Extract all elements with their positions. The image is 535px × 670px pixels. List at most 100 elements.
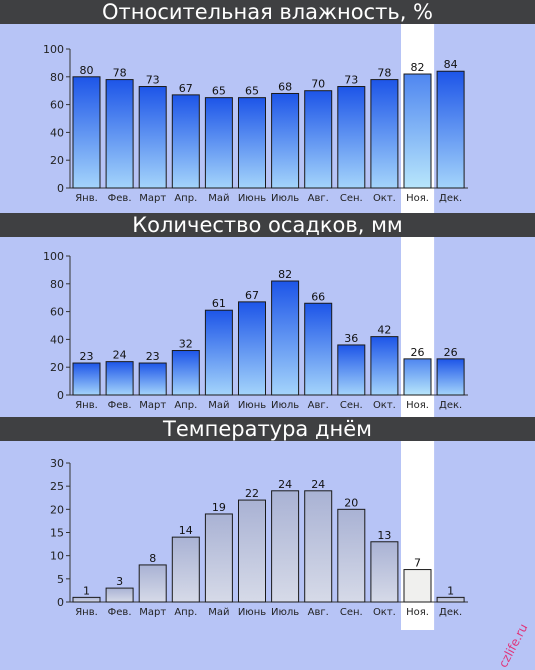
y-tick-label: 60: [50, 306, 64, 319]
x-tick-label: Март: [139, 400, 166, 411]
bar-7: [304, 90, 333, 189]
bar-5: [238, 499, 266, 603]
bar-5: [238, 97, 266, 189]
data-label: 65: [245, 85, 259, 98]
data-label: 14: [179, 524, 193, 537]
bar-6: [271, 280, 300, 396]
data-label: 78: [113, 67, 127, 80]
x-tick-label: Янв.: [75, 607, 98, 618]
data-label: 19: [212, 501, 226, 514]
data-label: 36: [344, 332, 358, 345]
chart-temperature: 0 5 10 15 20 25 30 1 Янв. 3 Фев. 8 Март 14 Апр. 19 Май 22…: [50, 441, 468, 630]
bar-8: [337, 508, 366, 603]
x-tick-label: Фев.: [108, 607, 132, 618]
chart-title-humidity: Относительная влажность, %: [0, 0, 535, 24]
x-tick-label: Апр.: [174, 400, 197, 411]
x-tick-label: Сен.: [340, 193, 363, 204]
data-label: 7: [414, 557, 421, 570]
data-label: 32: [179, 338, 193, 351]
data-label: 13: [377, 529, 391, 542]
bar-1: [105, 587, 134, 603]
x-tick-label: Дек.: [439, 193, 462, 204]
x-tick-label: Ноя.: [406, 400, 429, 411]
data-label: 1: [83, 584, 90, 597]
x-tick-label: Янв.: [75, 193, 98, 204]
y-tick-label: 0: [57, 182, 64, 195]
data-label: 65: [212, 85, 226, 98]
bar-5: [238, 301, 266, 396]
y-tick-label: 80: [50, 71, 64, 84]
chart-title-temperature: Температура днём: [0, 417, 535, 441]
x-tick-label: Май: [208, 193, 229, 204]
data-label: 82: [278, 268, 292, 281]
data-label: 61: [212, 297, 226, 310]
chart-title-precipitation: Количество осадков, мм: [0, 213, 535, 237]
x-tick-label: Окт.: [373, 193, 396, 204]
bar-9: [370, 541, 399, 603]
data-label: 22: [245, 487, 259, 500]
bar-8: [337, 344, 366, 396]
data-label: 78: [377, 67, 391, 80]
bar-11: [436, 358, 465, 396]
x-tick-label: Июнь: [238, 607, 266, 618]
data-label: 66: [311, 290, 325, 303]
x-tick-label: Апр.: [174, 607, 197, 618]
bar-2: [138, 564, 167, 603]
bar-4: [204, 97, 233, 189]
chart-humidity: 0 20 40 60 80 100 80 Янв. 78 Фев. 73 Март 67 Апр. 65 Ма…: [43, 24, 468, 213]
bar-8: [337, 86, 366, 189]
bar-7: [304, 490, 333, 603]
bar-0: [72, 596, 101, 603]
y-tick-label: 100: [43, 250, 64, 263]
bar-3: [171, 94, 200, 189]
data-label: 26: [411, 346, 425, 359]
bar-0: [72, 362, 101, 396]
bar-7: [304, 302, 333, 396]
bar-0: [72, 76, 101, 189]
data-label: 23: [146, 350, 160, 363]
y-tick-label: 0: [57, 389, 64, 402]
data-label: 73: [344, 74, 358, 87]
x-tick-label: Июль: [271, 193, 299, 204]
y-tick-label: 100: [43, 43, 64, 56]
y-tick-label: 40: [50, 333, 64, 346]
x-tick-label: Сен.: [340, 400, 363, 411]
bar-6: [271, 92, 300, 189]
bar-1: [105, 79, 134, 189]
bar-6: [271, 490, 300, 603]
data-label: 70: [311, 78, 325, 91]
bar-11: [436, 596, 465, 603]
x-tick-label: Март: [139, 193, 166, 204]
y-tick-label: 0: [57, 596, 64, 609]
y-tick-label: 30: [50, 457, 64, 470]
x-tick-label: Авг.: [308, 607, 329, 618]
x-tick-label: Фев.: [108, 400, 132, 411]
x-tick-label: Июнь: [238, 193, 266, 204]
bar-11: [436, 70, 465, 189]
x-tick-label: Ноя.: [406, 607, 429, 618]
bar-10: [403, 569, 432, 603]
x-tick-label: Март: [139, 607, 166, 618]
x-tick-label: Авг.: [308, 193, 329, 204]
y-tick-label: 20: [50, 361, 64, 374]
bar-10: [403, 73, 432, 189]
x-tick-label: Дек.: [439, 400, 462, 411]
x-tick-label: Май: [208, 607, 229, 618]
y-tick-label: 25: [50, 480, 64, 493]
bar-2: [138, 86, 167, 189]
data-label: 67: [179, 82, 193, 95]
data-label: 3: [116, 575, 123, 588]
chart-precipitation: 0 20 40 60 80 100 23 Янв. 24 Фев. 23 Март 32 Апр. 61 Ма…: [43, 237, 468, 417]
x-tick-label: Сен.: [340, 607, 363, 618]
bar-1: [105, 361, 134, 396]
y-tick-label: 10: [50, 550, 64, 563]
x-tick-label: Июнь: [238, 400, 266, 411]
x-tick-label: Апр.: [174, 193, 197, 204]
data-label: 24: [311, 478, 325, 491]
x-tick-label: Авг.: [308, 400, 329, 411]
y-tick-label: 40: [50, 126, 64, 139]
bar-2: [138, 362, 167, 396]
y-tick-label: 20: [50, 503, 64, 516]
data-label: 1: [447, 584, 454, 597]
data-label: 8: [149, 552, 156, 565]
